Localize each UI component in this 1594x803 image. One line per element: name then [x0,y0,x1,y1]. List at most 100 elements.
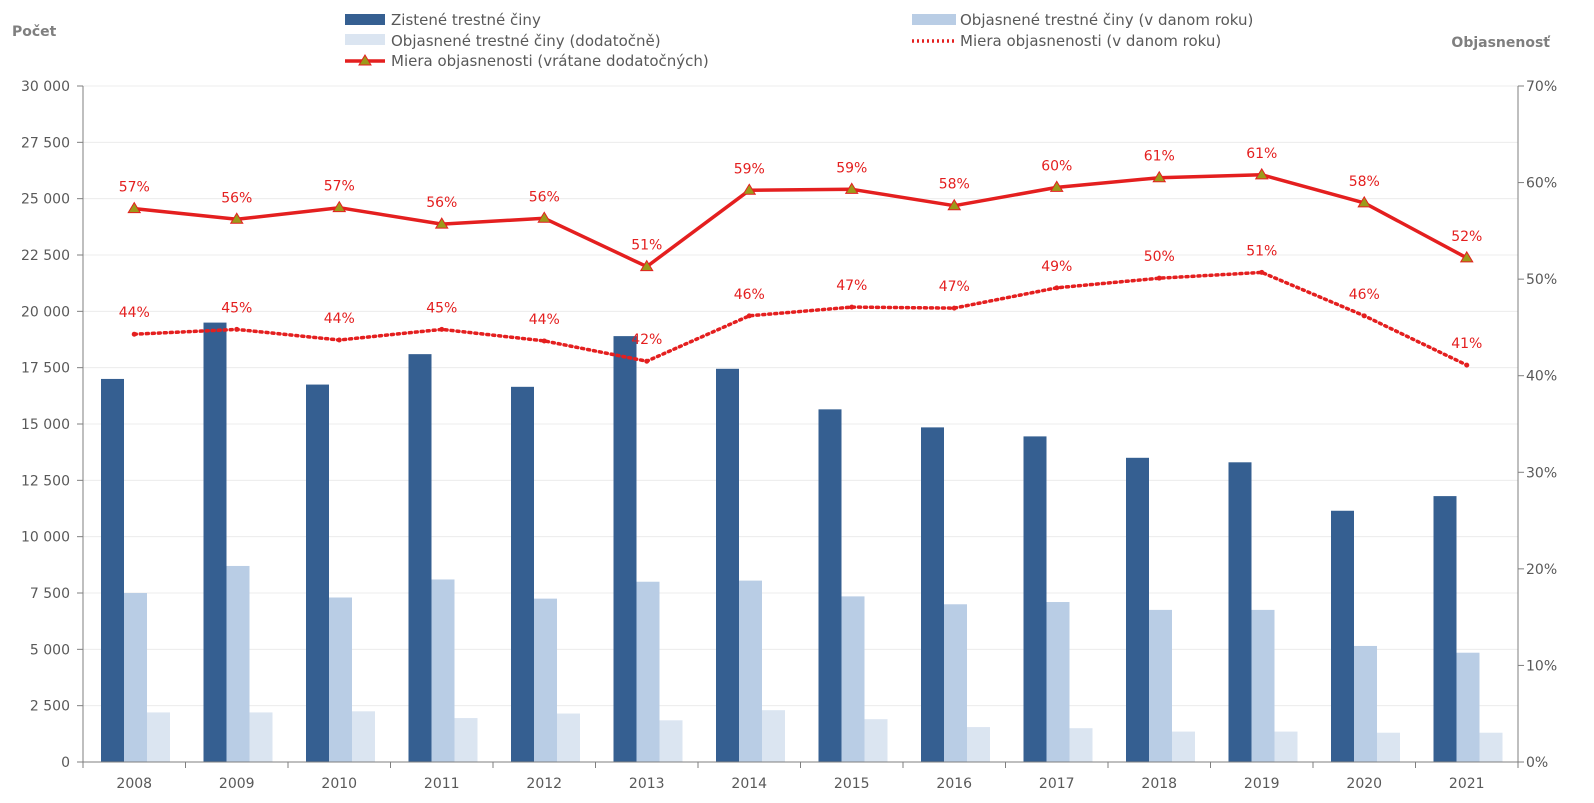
x-tick-label: 2008 [116,776,152,792]
bar [203,322,227,762]
line-point [849,304,855,310]
bar [636,581,660,762]
data-label: 60% [1041,158,1072,174]
data-label: 44% [324,311,355,327]
data-label: 45% [426,300,457,316]
bar [841,596,865,762]
data-label: 61% [1246,146,1277,162]
legend-swatch-solved-later [345,34,385,45]
legend-swatch-solved-in-year [912,14,956,25]
bar [534,598,557,762]
data-label: 46% [1349,287,1380,303]
y2-tick-label: 20% [1526,562,1557,578]
line-point [131,331,137,337]
y-tick-label: 10 000 [21,530,70,546]
data-label: 56% [529,189,560,205]
data-label: 58% [939,177,970,193]
bar [1023,436,1047,762]
legend-label-recorded: Zistené trestné činy [391,11,541,29]
bar [716,368,739,762]
data-label: 47% [836,278,867,294]
legend-swatch-recorded [345,14,385,25]
right-axis-title: Objasnenosť [1451,35,1551,51]
bar [1149,609,1172,762]
data-label: 59% [836,160,867,176]
line-point [1259,269,1265,275]
bar [329,597,352,762]
bar [818,409,842,762]
bar [1046,602,1070,762]
legend-item-recorded: Zistené trestné činy [345,11,541,29]
legend-item-rate-in-year: Miera objasnenosti (v danom roku) [912,32,1221,50]
bar [147,712,170,762]
y2-tick-label: 40% [1526,369,1557,385]
data-label: 44% [119,305,150,321]
line-marker-triangle [639,259,654,272]
y2-tick-label: 10% [1526,658,1557,674]
bar [1126,457,1149,762]
data-label: 57% [324,179,355,195]
y-tick-label: 30 000 [21,79,70,95]
line-marker-triangle [844,182,859,194]
data-label: 61% [1144,149,1175,165]
bar [306,384,329,762]
line-marker-triangle [434,217,449,229]
axes-layer: 0 2 500 5 000 7 500 10 000 12 500 15 000 17 500… [21,79,1557,792]
y2-tick-label: 70% [1526,79,1557,95]
bar [101,378,124,762]
data-label: 42% [631,332,662,348]
legend-label-solved-in-year: Objasnené trestné činy (v danom roku) [960,11,1253,29]
bar [1433,496,1457,762]
bars-layer [101,322,1503,762]
y-tick-label: 17 500 [21,361,70,377]
bar [1069,728,1093,762]
data-label: 45% [221,300,252,316]
y-tick-label: 15 000 [21,417,70,433]
data-label: 44% [529,312,560,328]
data-label: 56% [221,190,252,206]
bar [1331,510,1354,762]
data-label: 50% [1144,249,1175,265]
line-point [1361,313,1367,319]
data-label: 51% [631,238,662,254]
legend: Zistené trestné činy Objasnené trestné č… [345,11,1253,70]
y2-tick-label: 60% [1526,176,1557,192]
line-point [644,358,650,364]
bar [762,710,785,762]
bar [921,427,944,762]
line-point [234,326,240,332]
x-tick-label: 2014 [731,776,767,792]
data-label: 52% [1451,229,1482,245]
data-label: 58% [1349,174,1380,190]
line-point [541,338,547,344]
line-point [951,305,957,311]
x-tick-label: 2018 [1141,776,1177,792]
x-tick-label: 2009 [219,776,255,792]
legend-item-solved-later: Objasnené trestné činy (dodatočně) [345,32,661,50]
line-marker-triangle [1152,170,1167,183]
legend-label-rate-in-year: Miera objasnenosti (v danom roku) [960,32,1221,50]
line-marker-triangle [1049,180,1064,192]
legend-item-solved-in-year: Objasnené trestné činy (v danom roku) [912,11,1253,29]
bar [557,713,580,762]
y-tick-label: 20 000 [21,304,70,320]
bar [431,579,455,762]
line-marker-triangle [1357,195,1372,208]
y-tick-label: 5 000 [30,642,70,658]
x-tick-label: 2010 [321,776,357,792]
x-tick-label: 2011 [424,776,460,792]
bar [352,711,375,762]
line-point [1156,275,1162,281]
y-tick-label: 0 [61,755,70,771]
x-tick-label: 2021 [1449,776,1485,792]
bar [864,719,888,762]
bar [226,565,250,762]
line-marker-triangle [127,201,142,214]
data-label: 51% [1246,243,1277,259]
line-marker-triangle [947,198,962,211]
line-point [439,326,445,332]
bar [739,580,762,762]
y2-tick-label: 50% [1526,272,1557,288]
line-marker-triangle [1254,167,1269,180]
line-point [746,313,752,319]
